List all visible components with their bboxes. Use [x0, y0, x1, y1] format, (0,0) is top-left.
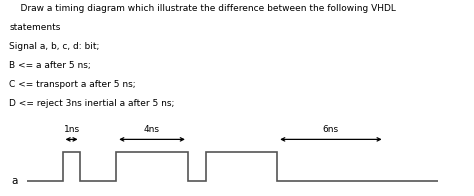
Text: D <= reject 3ns inertial a after 5 ns;: D <= reject 3ns inertial a after 5 ns; — [9, 99, 175, 108]
Text: a: a — [11, 176, 18, 186]
Text: statements: statements — [9, 23, 61, 32]
Text: C <= transport a after 5 ns;: C <= transport a after 5 ns; — [9, 80, 136, 89]
Text: Signal a, b, c, d: bit;: Signal a, b, c, d: bit; — [9, 42, 100, 51]
Text: B <= a after 5 ns;: B <= a after 5 ns; — [9, 61, 91, 70]
Text: Draw a timing diagram which illustrate the difference between the following VHDL: Draw a timing diagram which illustrate t… — [9, 4, 396, 13]
Text: 1ns: 1ns — [64, 125, 80, 134]
Text: 4ns: 4ns — [144, 125, 160, 134]
Text: 6ns: 6ns — [323, 125, 339, 134]
